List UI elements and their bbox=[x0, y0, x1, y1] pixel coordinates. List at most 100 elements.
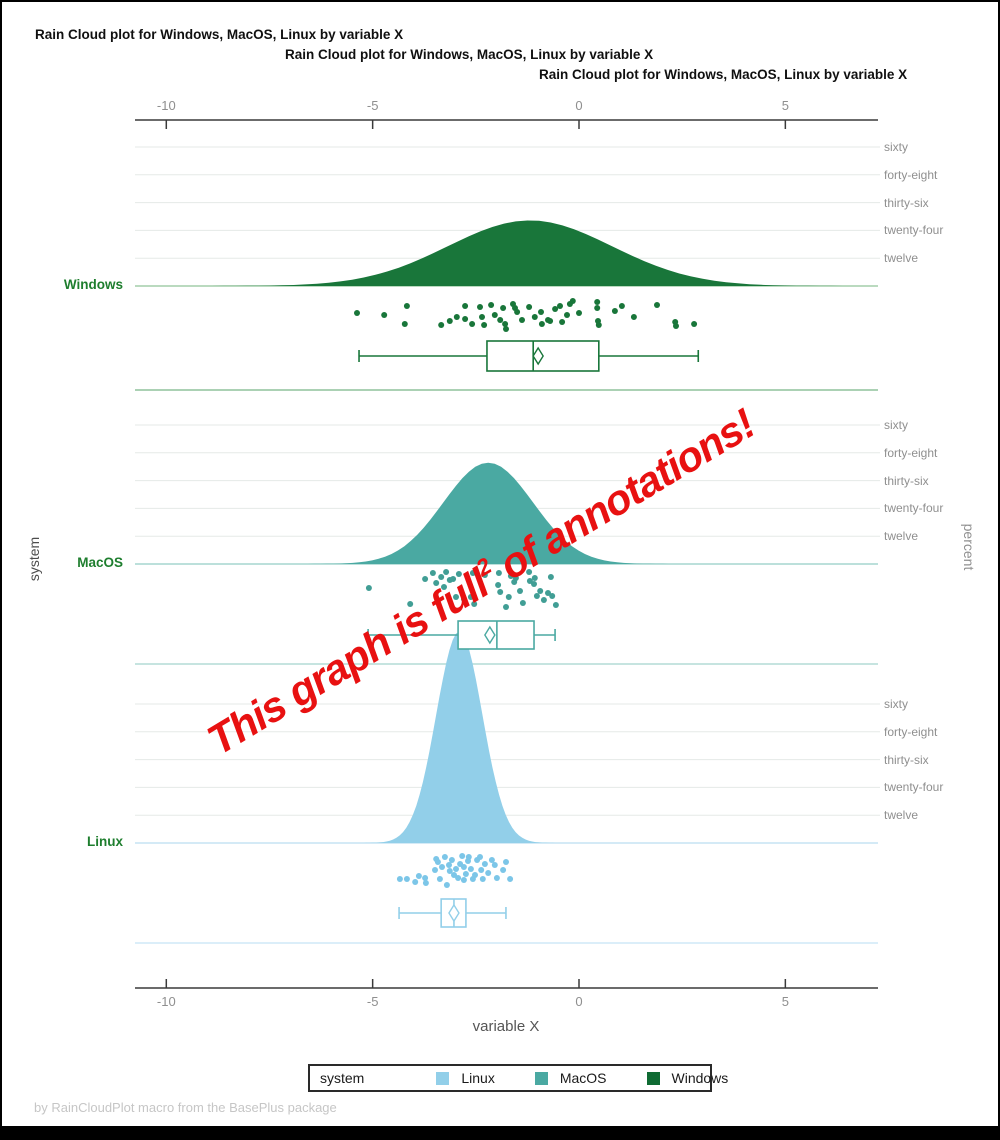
density-cloud-windows bbox=[176, 220, 878, 286]
rain-point-macos bbox=[495, 582, 502, 588]
percent-tick-label: twenty-four bbox=[884, 780, 944, 795]
mean-diamond bbox=[484, 625, 496, 645]
rain-point-macos bbox=[540, 597, 547, 603]
mean-diamond bbox=[448, 903, 460, 923]
rain-point-windows bbox=[569, 298, 576, 304]
rain-point-macos bbox=[537, 588, 544, 594]
rain-point-linux bbox=[491, 862, 498, 868]
rain-point-windows bbox=[538, 321, 545, 327]
rain-point-windows bbox=[691, 321, 698, 327]
rain-point-linux bbox=[443, 882, 450, 888]
rain-point-linux bbox=[500, 867, 507, 873]
rain-point-linux bbox=[479, 876, 486, 882]
rain-point-linux bbox=[455, 875, 462, 881]
legend-swatch-linux bbox=[436, 1071, 450, 1085]
rain-point-macos bbox=[531, 575, 538, 581]
rain-point-macos bbox=[545, 590, 551, 596]
box-macos bbox=[457, 620, 535, 650]
bottom-axis-tick-label: -5 bbox=[366, 994, 379, 1009]
legend-swatch-windows bbox=[646, 1071, 660, 1085]
rain-point-windows bbox=[469, 321, 476, 327]
rain-point-windows bbox=[438, 322, 445, 328]
rain-point-windows bbox=[673, 323, 679, 329]
rain-point-linux bbox=[503, 859, 509, 865]
legend-label-windows: Windows bbox=[671, 1070, 729, 1086]
rain-point-macos bbox=[407, 601, 414, 607]
rain-point-linux bbox=[488, 857, 495, 863]
bottom-axis-tick-label: -10 bbox=[156, 994, 176, 1009]
rain-point-windows bbox=[547, 318, 554, 324]
rain-point-macos bbox=[450, 576, 457, 582]
rain-point-macos bbox=[429, 570, 436, 576]
rain-point-macos bbox=[467, 594, 474, 600]
percent-tick-label: twelve bbox=[884, 808, 919, 823]
rain-point-windows bbox=[481, 322, 488, 328]
percent-tick-label: sixty bbox=[884, 418, 908, 432]
rain-point-linux bbox=[441, 854, 448, 860]
percent-tick-label: forty-eight bbox=[884, 724, 938, 739]
chart-title-3: Rain Cloud plot for Windows, MacOS, Linu… bbox=[539, 67, 908, 82]
rain-point-linux bbox=[460, 877, 467, 883]
rain-point-windows bbox=[519, 317, 525, 323]
rain-point-linux bbox=[448, 857, 455, 863]
rain-point-macos bbox=[453, 594, 459, 600]
legend-entry-macos: MacOS bbox=[534, 1070, 607, 1086]
rain-point-windows bbox=[531, 314, 538, 320]
footnote: by RainCloudPlot macro from the BasePlus… bbox=[34, 1100, 337, 1115]
rain-point-windows bbox=[514, 309, 521, 315]
legend: system Linux MacOS Windows bbox=[308, 1064, 728, 1092]
percent-tick-label: twelve bbox=[884, 529, 919, 544]
rain-point-macos bbox=[481, 572, 488, 578]
rain-point-macos bbox=[547, 574, 554, 580]
rain-point-windows bbox=[401, 321, 408, 327]
rain-point-linux bbox=[472, 872, 478, 878]
chart-title-2: Rain Cloud plot for Windows, MacOS, Linu… bbox=[285, 47, 654, 62]
rain-point-linux bbox=[422, 880, 429, 886]
rain-point-windows bbox=[559, 319, 566, 325]
rain-point-macos bbox=[460, 596, 467, 602]
category-label-linux: Linux bbox=[87, 834, 123, 849]
rain-point-linux bbox=[481, 861, 488, 867]
rain-point-linux bbox=[453, 866, 459, 872]
rain-point-macos bbox=[471, 601, 478, 607]
rain-point-windows bbox=[594, 299, 601, 305]
rain-point-linux bbox=[436, 876, 443, 882]
rain-point-linux bbox=[477, 854, 483, 860]
rain-point-linux bbox=[459, 853, 466, 859]
rain-point-linux bbox=[485, 870, 492, 876]
rain-point-macos bbox=[365, 585, 372, 591]
rain-point-windows bbox=[446, 318, 453, 324]
rain-point-macos bbox=[503, 604, 509, 610]
rain-point-windows bbox=[538, 309, 544, 315]
rain-point-windows bbox=[477, 304, 483, 310]
rain-point-macos bbox=[526, 569, 533, 575]
rain-point-windows bbox=[488, 302, 495, 308]
rain-point-linux bbox=[432, 867, 438, 873]
rain-point-windows bbox=[654, 302, 660, 308]
rain-point-linux bbox=[465, 854, 472, 860]
rain-point-windows bbox=[594, 305, 601, 311]
rain-point-macos bbox=[433, 580, 440, 586]
rain-point-windows bbox=[552, 306, 559, 312]
rain-point-linux bbox=[422, 875, 429, 881]
rain-point-windows bbox=[497, 317, 504, 323]
rain-point-linux bbox=[434, 859, 441, 865]
rain-point-linux bbox=[439, 864, 445, 870]
rain-point-linux bbox=[446, 868, 453, 874]
rain-point-windows bbox=[557, 303, 563, 309]
rain-point-macos bbox=[512, 575, 519, 581]
x-axis-label: variable X bbox=[472, 1018, 540, 1035]
rain-point-macos bbox=[497, 589, 504, 595]
rain-point-linux bbox=[467, 866, 474, 872]
rain-point-windows bbox=[462, 316, 469, 322]
rain-point-linux bbox=[412, 879, 419, 885]
rain-point-macos bbox=[469, 570, 476, 576]
top-axis-tick-label: 5 bbox=[781, 98, 789, 113]
top-axis-tick-label: -10 bbox=[156, 98, 176, 113]
rain-point-linux bbox=[507, 876, 514, 882]
bottom-axis-tick-label: 0 bbox=[575, 994, 583, 1009]
chart-title-1: Rain Cloud plot for Windows, MacOS, Linu… bbox=[35, 27, 404, 42]
rain-point-windows bbox=[526, 304, 533, 310]
rain-point-linux bbox=[478, 867, 485, 873]
